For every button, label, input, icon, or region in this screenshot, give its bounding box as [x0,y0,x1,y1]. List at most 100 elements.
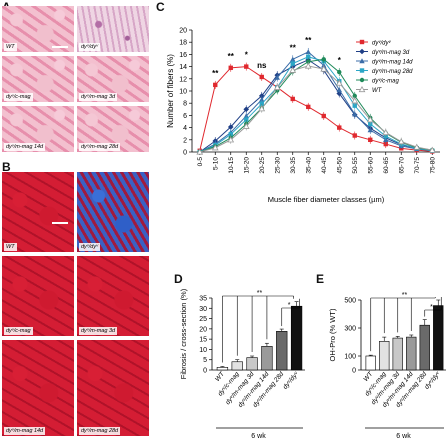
x-tick-label: 40-45 [321,157,328,174]
tile-label: dyᵛ/c-mag [4,93,33,101]
ohpro-bar [406,336,417,371]
data-point [305,57,312,63]
data-point [383,137,389,142]
y-tick-label: 0 [183,150,187,157]
trichrome-tile-m-mag-3d: dyᵛ/m-mag 3d [77,256,149,336]
tile-label: dyᵛ/m-mag 28d [79,143,121,151]
data-point [398,143,404,149]
x-tick-label: 65-70 [398,157,405,174]
data-point [227,136,235,143]
data-point [306,59,311,64]
x-tick-label: 75-80 [429,157,436,174]
data-point [337,69,342,75]
fibrosis-y-tick-label: 15 [199,337,207,344]
ohpro-bar [365,355,376,371]
data-point [259,105,264,111]
he-tile-m-mag-28d: dyᵛ/m-mag 28d [77,106,149,152]
fibrosis-y-tick-label: 5 [203,357,207,364]
ohpro-y-axis-label: OH-Pro (% WT) [328,308,337,361]
data-point [368,115,373,121]
data-point [213,143,218,148]
ohpro-bar [379,340,390,371]
x-tick-label: 55-60 [367,157,374,174]
tile-label: dyᵛ/m-mag 14d [4,427,46,435]
y-tick-label: 20 [179,28,187,35]
tile-label: dyᵛ/dyᵛ [79,243,101,251]
tile-label: WT [4,43,17,51]
tile-label: dyᵛ/m-mag 28d [79,427,121,435]
tile-label: WT [4,243,17,251]
data-point [336,87,342,92]
fibrosis-y-tick-label: 35 [199,296,207,303]
trichrome-tile-m-mag-28d: dyᵛ/m-mag 28d [77,340,149,436]
data-point [368,121,373,127]
fibrosis-bar [276,331,288,371]
data-point [383,130,388,136]
data-point [399,146,404,151]
fibrosis-y-tick-label: 30 [199,306,207,313]
data-point [382,128,390,136]
he-tile-m-mag-14d: dyᵛ/m-mag 14d [2,106,74,152]
data-point [243,106,250,113]
y-tick-label: 14 [179,64,187,71]
ohpro-category-label: dyᵛ/m-mag 3d [370,371,401,407]
data-point [368,137,373,142]
data-point [228,65,233,71]
x-tick-label: 20-25 [259,157,266,174]
data-point [197,149,202,155]
x-tick-label: 35-40 [305,157,312,174]
series-line [199,65,433,153]
data-point [258,93,265,99]
trichrome-tile-c-mag: dyᵛ/c-mag [2,256,74,336]
data-point [244,121,249,127]
data-point [273,83,281,90]
data-point [228,129,234,135]
significance-marker: * [245,51,249,60]
data-point [337,79,342,84]
x-tick-label: 45-50 [336,157,343,174]
data-point [399,141,404,147]
series-line [199,66,433,152]
data-point [259,101,264,107]
data-point [351,111,358,118]
data-point [321,62,327,68]
legend-label: dyᵛ/c-mag [372,79,399,85]
fibrosis-significance: ** [257,290,263,297]
data-point [320,65,328,72]
fibrosis-category-label: dyᵛ/m-mag 3d [224,371,255,407]
data-point [320,67,327,74]
legend-marker [359,48,365,55]
data-point [383,141,388,147]
data-point [290,69,295,74]
significance-marker: ** [212,69,219,78]
data-point [274,72,281,78]
data-point [228,135,233,141]
data-point [306,104,311,110]
fibrosis-bar [246,357,258,371]
data-point [197,148,202,153]
data-point [428,146,436,153]
panel-e-letter: E [316,272,325,286]
fibrosis-category-label: dyᵛ/dyᵛ [282,370,301,390]
data-point [259,96,265,102]
legend-marker [358,85,366,93]
data-point [413,145,420,152]
data-point [413,143,421,150]
trichrome-tile-m-mag-14d: dyᵛ/m-mag 14d [2,340,74,436]
data-point [414,146,419,151]
fibrosis-category-label: dyᵛ/m-mag 28d [252,370,286,408]
data-point [275,85,280,90]
fibrosis-y-axis-label: Fibrosis / cross-section (%) [179,288,188,379]
tile-label: dyᵛ/c-mag [4,327,33,335]
data-point [429,148,435,153]
data-point [367,125,374,132]
data-point [398,141,405,148]
data-point [213,144,218,149]
data-point [430,148,435,153]
panel-c-letter: C [156,0,165,14]
data-point [243,113,249,119]
data-point [321,57,326,62]
data-point [367,127,373,133]
data-point [383,133,388,139]
data-point [382,135,389,141]
